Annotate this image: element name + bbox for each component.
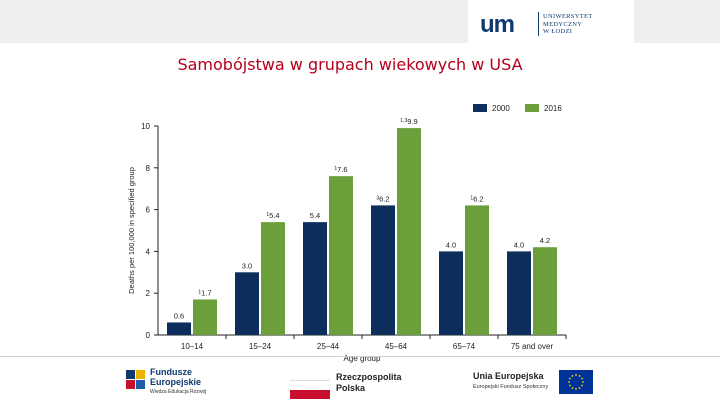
data-label: 11.7 (198, 288, 211, 297)
legend-label: 2016 (544, 104, 562, 113)
logo-text-line: MEDYCZNY (543, 20, 583, 28)
legend-label: 2000 (492, 104, 510, 113)
bar-2000 (439, 251, 463, 335)
ue-line: Europejski Fundusz Społeczny (473, 384, 549, 390)
logo-text-line: UNIWERSYTET (543, 13, 593, 20)
y-tick-label: 2 (146, 289, 151, 298)
data-value: 5.4 (269, 211, 279, 220)
eu-star (569, 377, 571, 380)
eu-star (578, 375, 581, 377)
footer-divider (0, 356, 720, 357)
y-tick-label: 0 (146, 331, 151, 340)
data-label: 1,39.9 (400, 117, 417, 126)
y-tick-label: 4 (146, 247, 151, 256)
bar-2016 (533, 247, 557, 335)
bar-2016 (261, 222, 285, 335)
ue-line: Unia Europejska (473, 371, 544, 381)
data-label: 4.2 (540, 236, 550, 245)
slide-title: Samobójstwa w grupach wiekowych w USA (177, 55, 523, 74)
university-logo: um UNIWERSYTET MEDYCZNY W ŁODZI (468, 0, 634, 43)
logo-text: UNIWERSYTET MEDYCZNY W ŁODZI (543, 13, 593, 36)
bar-2016 (329, 176, 353, 335)
bar-2000 (303, 222, 327, 335)
y-tick-label: 10 (141, 122, 150, 131)
footnote-marker: 1 (266, 212, 269, 218)
data-label: 5.4 (310, 211, 320, 220)
data-label: 15.4 (266, 211, 279, 220)
eu-star (582, 381, 584, 383)
data-value: 6.2 (379, 194, 389, 203)
bar-2000 (235, 272, 259, 335)
legend-swatch-2000 (473, 104, 487, 112)
y-tick-label: 8 (146, 164, 151, 173)
y-axis-label: Deaths per 100,000 in specified group (127, 167, 136, 294)
logo-separator (538, 12, 539, 36)
footnote-marker: 1 (470, 195, 473, 201)
um-logo-mark: um (480, 11, 515, 38)
poland-flag-icon (290, 380, 330, 399)
x-tick-label: 15–24 (249, 342, 272, 351)
data-value: 9.9 (407, 117, 417, 126)
data-label: 17.6 (334, 165, 347, 174)
fe-line: Fundusze (150, 367, 192, 377)
eu-star (581, 384, 583, 387)
fe-star-icon (126, 370, 145, 389)
x-tick-label: 75 and over (511, 342, 554, 351)
rp-line: Polska (336, 383, 366, 393)
footnote-marker: 1,3 (400, 118, 407, 124)
x-tick-label: 10–14 (181, 342, 204, 351)
eu-star (581, 377, 583, 380)
eu-flag-icon (559, 370, 593, 394)
eu-star (569, 384, 571, 387)
data-label: 16.2 (470, 194, 483, 203)
data-value: 6.2 (473, 194, 483, 203)
footnote-marker: 1 (198, 289, 201, 295)
bar-2016 (397, 128, 421, 335)
data-label: 4.0 (514, 240, 524, 249)
bar-2016 (193, 299, 217, 335)
data-label: 0.6 (174, 311, 184, 320)
eu-star (571, 375, 574, 377)
data-label: 4.0 (446, 240, 456, 249)
data-label: 36.2 (376, 194, 389, 203)
footnote-marker: 1 (334, 166, 337, 172)
bar-2000 (507, 251, 531, 335)
logo-text-line: W ŁODZI (543, 28, 573, 35)
bar-2000 (167, 322, 191, 335)
x-tick-label: 65–74 (453, 342, 476, 351)
bar-2016 (465, 205, 489, 335)
fe-line: Wiedza Edukacja Rozwój (150, 389, 207, 395)
eu-star (575, 374, 577, 376)
eu-star (568, 381, 570, 383)
fe-line: Europejskie (150, 377, 202, 387)
x-axis-label: Age group (344, 354, 381, 363)
bar-2000 (371, 205, 395, 335)
x-tick-label: 25–44 (317, 342, 340, 351)
bar-chart: 0 2 4 6 8 10 Deaths per 100,000 in specified g… (118, 95, 580, 365)
data-label: 3.0 (242, 261, 252, 270)
eu-star (578, 387, 581, 389)
y-tick-label: 6 (146, 206, 151, 215)
legend-swatch-2016 (525, 104, 539, 112)
eu-star (575, 388, 577, 390)
data-value: 1.7 (201, 288, 211, 297)
rp-line: Rzeczpospolita (336, 372, 402, 382)
x-tick-label: 45–64 (385, 342, 408, 351)
footnote-marker: 3 (376, 195, 379, 201)
data-value: 7.6 (337, 165, 347, 174)
eu-star (571, 387, 574, 389)
